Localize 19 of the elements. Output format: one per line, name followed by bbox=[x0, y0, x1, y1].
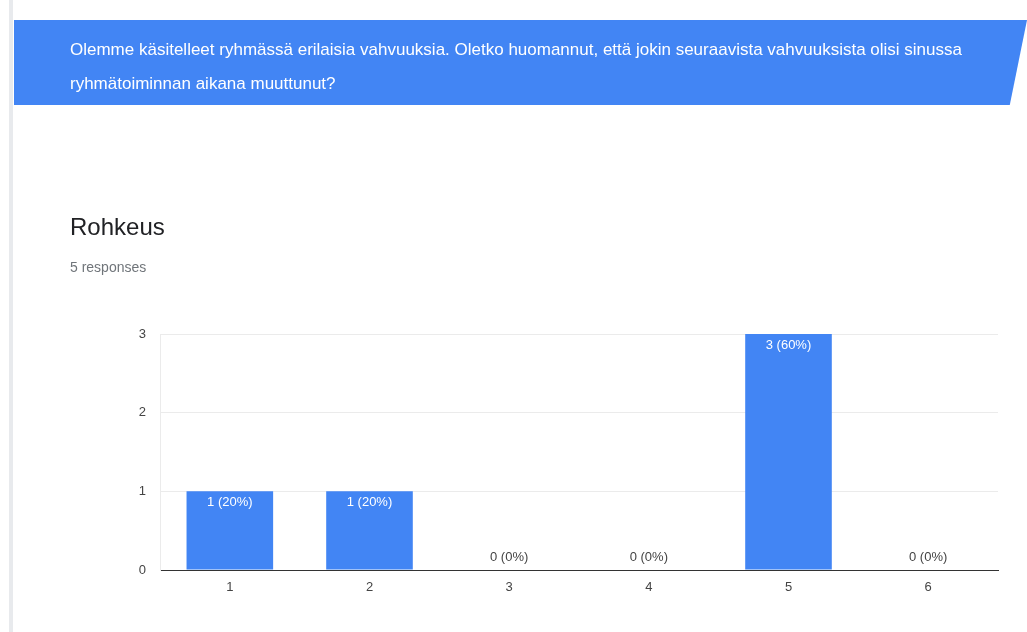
x-tick-label: 2 bbox=[365, 579, 374, 595]
chart-subtitle: 5 responses bbox=[70, 259, 147, 275]
data-label: 0 (0%) bbox=[490, 549, 529, 565]
chart-title: Rohkeus bbox=[70, 213, 165, 241]
y-tick-label: 3 bbox=[138, 325, 146, 341]
y-tick-label: 0 bbox=[138, 561, 146, 577]
data-label: 0 (0%) bbox=[909, 549, 948, 565]
x-tick-label: 3 bbox=[505, 579, 513, 595]
data-label: 1 (20%) bbox=[207, 494, 253, 510]
x-tick-label: 4 bbox=[645, 579, 653, 595]
y-tick-label: 2 bbox=[138, 404, 146, 420]
text: Olemme käsitelleet ryhmässä erilaisia vahvuuksia. Oletko huomannut, että jokin seuraavista vahvuuksista olisi sinussa ryhmätoiminnan aikana muuttunut? bbox=[70, 39, 963, 95]
x-tick-label: 5 bbox=[784, 579, 793, 595]
y-tick-label: 1 bbox=[138, 482, 146, 498]
x-tick-label: 6 bbox=[924, 579, 932, 595]
x-tick-label: 1 bbox=[226, 579, 234, 595]
data-label: 0 (0%) bbox=[629, 549, 668, 565]
data-label: 3 (60%) bbox=[765, 337, 812, 353]
data-label: 1 (20%) bbox=[346, 494, 393, 510]
